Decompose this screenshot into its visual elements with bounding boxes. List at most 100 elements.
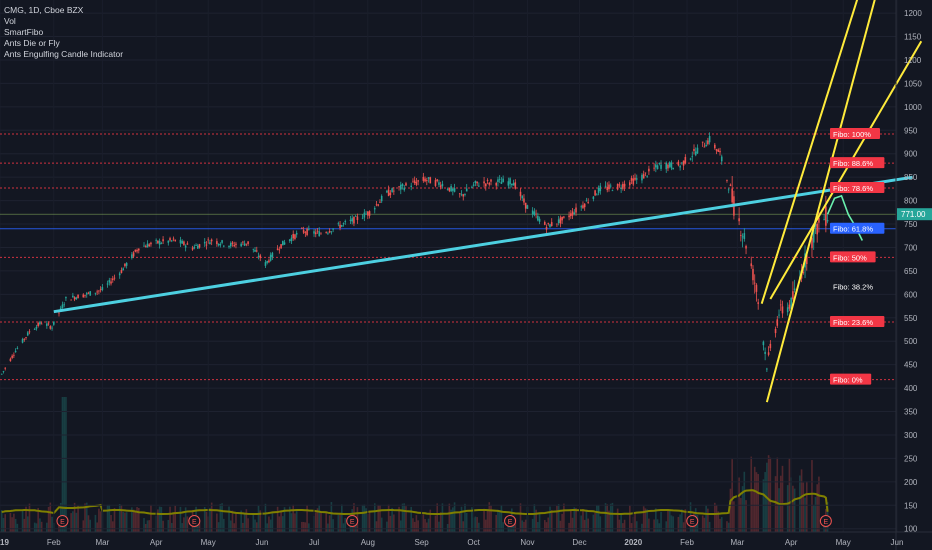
candle-body	[729, 184, 732, 186]
candle-body	[75, 297, 78, 300]
candle-body	[648, 168, 650, 172]
candle-body	[596, 194, 598, 196]
volume-bar	[743, 471, 746, 532]
indicator-ants-die-or-fly[interactable]: Ants Die or Fly	[4, 38, 60, 48]
volume-bar	[805, 481, 808, 532]
volume-bar	[585, 509, 588, 532]
candle-body	[16, 348, 19, 349]
volume-bar	[306, 505, 308, 532]
volume-bar	[235, 512, 237, 532]
volume-moving-average	[1, 489, 829, 515]
volume-bar	[118, 503, 121, 532]
volume-bar	[47, 506, 50, 532]
time-tick-label: 2020	[624, 538, 642, 547]
candle-body	[786, 307, 789, 313]
volume-bar	[462, 521, 465, 532]
time-tick-label: 2019	[0, 538, 9, 547]
candle-body	[304, 232, 307, 234]
volume-bar	[719, 518, 721, 532]
candle-body	[51, 327, 53, 329]
volume-bar	[818, 476, 820, 532]
volume-bar	[150, 504, 152, 532]
volume-bar	[792, 485, 794, 532]
volume-bar	[108, 504, 111, 532]
candle-body	[35, 326, 38, 329]
volume-bar	[583, 519, 586, 532]
earnings-marker-label: E	[690, 519, 695, 526]
volume-bar	[611, 502, 614, 532]
candle-body	[573, 212, 576, 215]
indicator-smartfibo[interactable]: SmartFibo	[4, 27, 44, 37]
volume-bar	[198, 521, 201, 532]
time-axis[interactable]: 2019 Feb Mar Apr May Jun Jul Aug Sep Oct Nov Dec 202…	[0, 531, 932, 547]
candle-body	[519, 191, 522, 197]
candle-body	[805, 254, 808, 265]
candle-body	[306, 228, 308, 236]
candle-body	[288, 239, 291, 241]
volume-bar	[46, 522, 48, 532]
volume-bar	[537, 522, 539, 532]
candle-body	[196, 245, 199, 249]
candle-body	[219, 244, 222, 246]
candle-body	[320, 233, 322, 235]
candle-body	[290, 237, 293, 242]
candle-body	[143, 245, 145, 247]
volume-bar	[375, 521, 378, 532]
volume-bar	[339, 514, 341, 532]
candle-body	[393, 190, 395, 192]
symbol-title[interactable]: CMG, 1D, Cboe BZX	[4, 5, 84, 15]
volume-bar	[570, 510, 572, 532]
candle-body	[715, 149, 718, 151]
fibo-level-badge	[830, 181, 885, 193]
volume-bar	[682, 522, 685, 532]
volume-bar	[495, 514, 498, 532]
price-tick-label: 350	[904, 408, 918, 417]
price-tick-label: 700	[904, 243, 918, 252]
candle-body	[271, 252, 274, 258]
volume-bar	[422, 514, 425, 532]
candle-body	[509, 178, 511, 185]
candle-body	[28, 331, 31, 333]
candle-body	[582, 205, 584, 208]
candle-body	[242, 241, 244, 243]
candle-body	[150, 242, 152, 245]
candle-body	[557, 219, 560, 224]
candle-body	[757, 302, 759, 304]
indicator-ants-engulfing[interactable]: Ants Engulfing Candle Indicator	[4, 49, 124, 59]
candle-body	[377, 204, 380, 206]
volume-bar	[582, 508, 584, 532]
volume-bar	[446, 523, 449, 532]
volume-bar	[373, 503, 376, 532]
volume-bar	[113, 508, 116, 532]
volume-bar	[146, 520, 149, 532]
candle-body	[157, 240, 159, 244]
candle-body	[790, 297, 792, 310]
fibo-level-label: Fibo: 23.6%	[833, 318, 873, 327]
candle-body	[120, 269, 123, 273]
candle-body	[764, 351, 766, 354]
volume-bar	[304, 522, 307, 532]
volume-bar	[157, 509, 159, 532]
volume-bar	[247, 518, 249, 532]
price-tick-label: 150	[904, 501, 918, 510]
candle-body	[379, 201, 381, 203]
volume-bar	[245, 509, 248, 532]
volume-bar	[708, 521, 711, 532]
volume-bar	[136, 507, 138, 532]
candle-body	[131, 254, 133, 259]
volume-bar	[436, 503, 439, 532]
volume-bar	[538, 513, 541, 532]
volume-bar	[665, 521, 668, 532]
candle-body	[726, 180, 728, 181]
candle-body	[108, 280, 111, 283]
indicator-vol[interactable]: Vol	[4, 16, 16, 26]
candle-body	[720, 156, 723, 162]
candle-body	[793, 288, 796, 290]
volume-bar	[328, 515, 331, 532]
trendline	[53, 175, 913, 314]
volume-bar	[573, 507, 576, 532]
candle-body	[413, 180, 416, 183]
price-axis[interactable]: 100 150 200 250 300 350 400 450 500 550 600 650 700 7…	[895, 0, 922, 550]
candle-body	[146, 243, 149, 248]
